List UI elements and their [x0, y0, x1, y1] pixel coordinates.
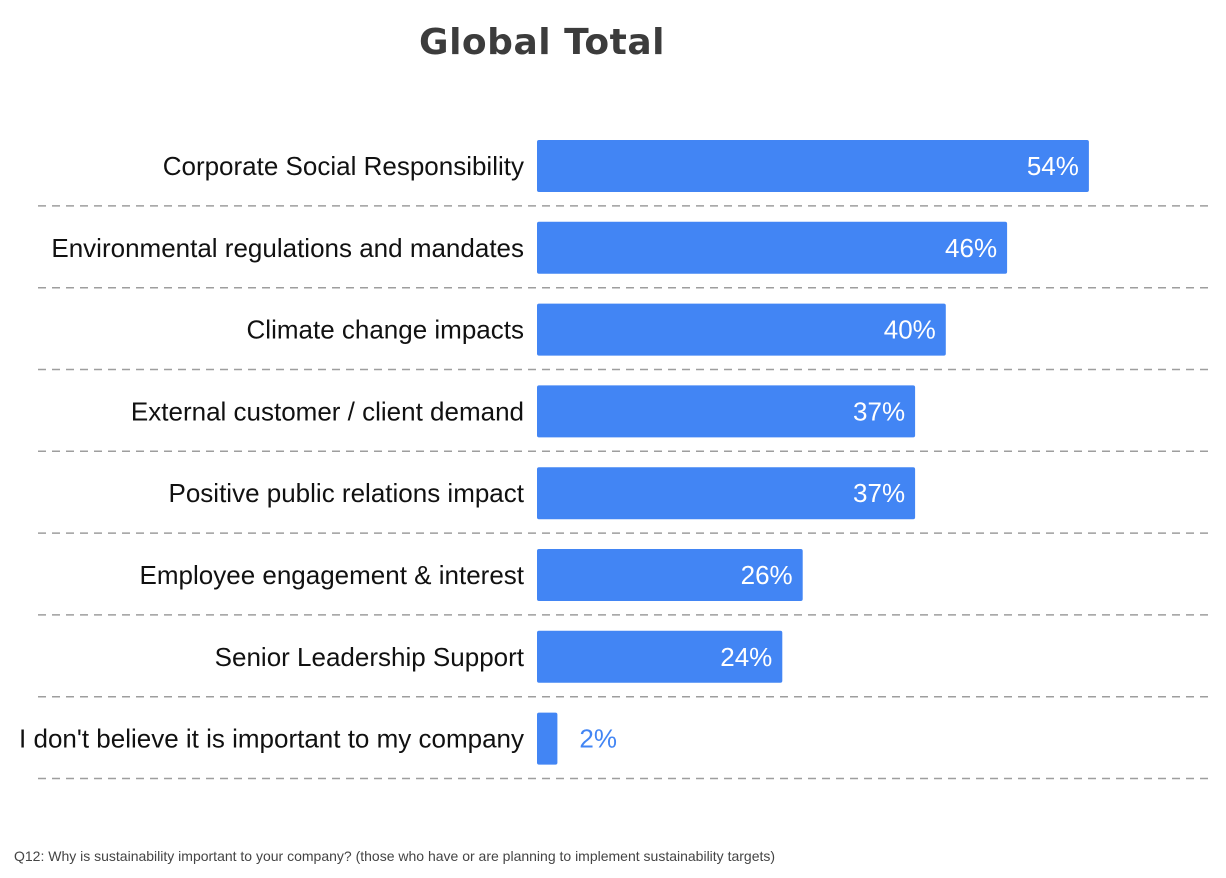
bar [537, 140, 1089, 192]
category-label: Corporate Social Responsibility [163, 151, 524, 181]
chart-title: Global Total [419, 22, 665, 63]
bar [537, 630, 783, 683]
category-label: External customer / client demand [131, 396, 524, 426]
bar [537, 221, 1008, 274]
category-label: Climate change impacts [247, 315, 524, 345]
data-label: 37% [853, 396, 905, 426]
data-label: 46% [945, 233, 997, 263]
bar [537, 467, 916, 520]
bar-chart: Corporate Social Responsibility 54% Enviro… [19, 140, 1208, 780]
category-label: Employee engagement & interest [140, 560, 525, 590]
bar [537, 549, 803, 601]
bar [537, 712, 558, 765]
data-label: 37% [853, 478, 905, 508]
data-label: 2% [579, 724, 617, 754]
bar [537, 385, 916, 438]
category-label: I don't believe it is important to my co… [19, 724, 524, 754]
data-label: 54% [1027, 151, 1079, 181]
category-label: Senior Leadership Support [215, 642, 525, 672]
footnote: Q12: Why is sustainability important to … [14, 848, 776, 864]
data-label: 40% [884, 315, 936, 345]
data-label: 26% [741, 560, 793, 590]
data-label: 24% [720, 642, 772, 672]
category-label: Positive public relations impact [169, 478, 525, 508]
category-label: Environmental regulations and mandates [51, 233, 524, 263]
bar [537, 303, 946, 356]
